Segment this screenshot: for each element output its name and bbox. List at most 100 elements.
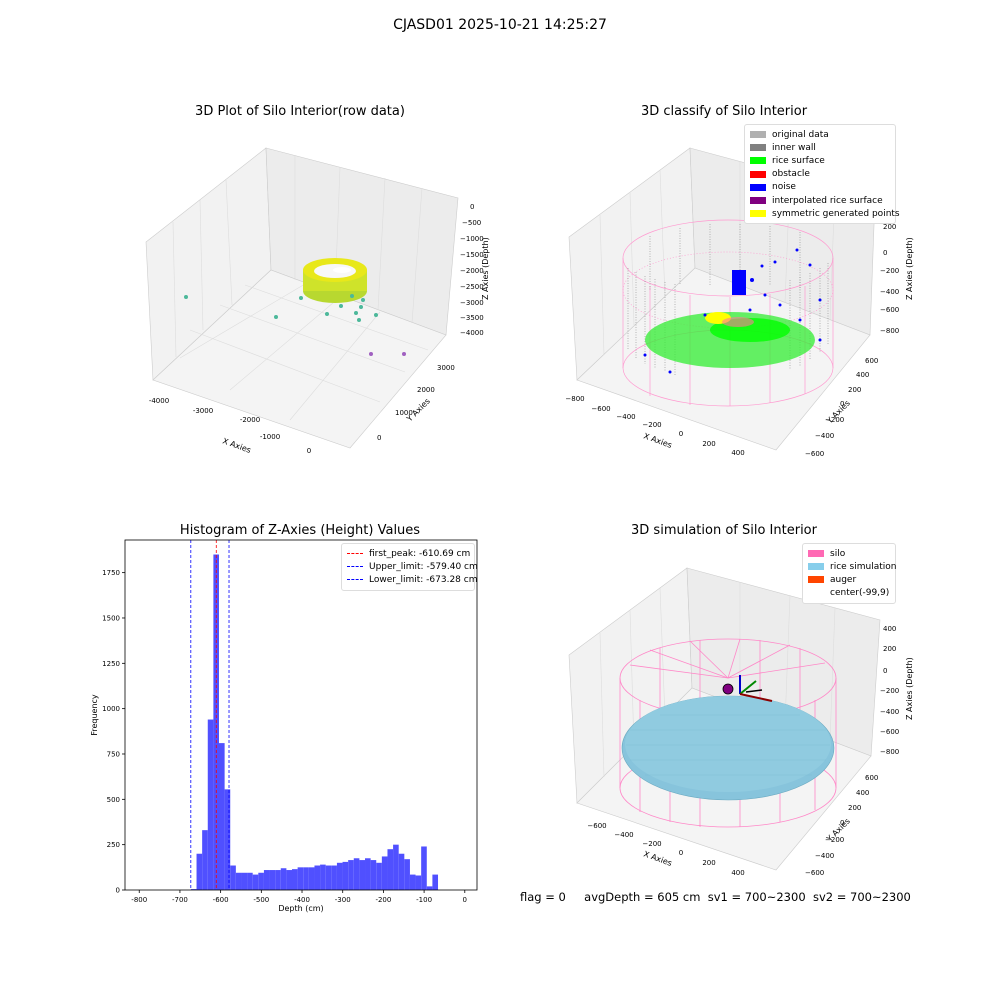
raw-z-label: Z Axies (Depth) [481, 237, 490, 300]
histogram-title: Histogram of Z-Axies (Height) Values [179, 523, 421, 538]
sim-x-tick: −600 [587, 822, 606, 830]
legend-swatch [750, 197, 766, 205]
raw-z-tick: −3000 [460, 299, 484, 307]
legend-item: inner wall [750, 141, 890, 154]
legend-label: auger [830, 574, 857, 585]
sim-y-tick: 600 [865, 774, 878, 782]
classify-y-tick: 200 [848, 386, 861, 394]
x-tick-label: -200 [375, 896, 391, 904]
histogram-bar [342, 861, 349, 890]
histogram-bar [426, 886, 433, 890]
legend-line [347, 553, 363, 555]
legend-item: first_peak: -610.69 cm [347, 547, 471, 560]
legend-label: center(-99,9) [830, 588, 890, 599]
legend-label: symmetric generated points [772, 208, 900, 219]
histogram-bar [325, 865, 332, 890]
histogram-bar [258, 872, 264, 890]
legend-label: noise [772, 182, 796, 193]
legend-label: original data [772, 129, 829, 140]
classify-y-tick: 600 [865, 357, 878, 365]
raw-x-tick: 0 [307, 447, 311, 455]
avg-depth-text: avgDepth = 605 cm [584, 890, 701, 904]
classify-x-tick: 200 [702, 440, 715, 448]
histogram-bar [275, 870, 281, 890]
x-tick-label: -600 [213, 896, 229, 904]
legend-item: silo [808, 547, 890, 560]
sv1-text: sv1 = 700~2300 [707, 890, 806, 904]
y-tick-label: 1000 [102, 705, 120, 713]
histogram-bar [320, 864, 326, 890]
sim-x-tick: −200 [642, 840, 661, 848]
classify-3d-plot: −800 −600 −400 −200 0 200 400 −600 −400 … [565, 147, 914, 458]
legend-item: rice simulation [808, 560, 896, 573]
histogram-bar [286, 870, 293, 890]
raw-x-tick: -1000 [260, 433, 280, 441]
classify-y-tick: −600 [805, 450, 824, 458]
classify-x-label: X Axies [642, 431, 673, 450]
histogram-bar [359, 860, 366, 890]
classify-z-tick: −200 [880, 267, 899, 275]
legend-item: symmetric generated points [750, 207, 900, 220]
histogram-chart: -800 -700 -600 -500 -400 -300 -200 -100 0 0 250 50… [90, 539, 478, 913]
y-tick-label: 500 [107, 796, 120, 804]
histogram-y-label: Frequency [90, 694, 99, 736]
sim-y-tick: 0 [840, 819, 844, 827]
sim-y-tick: 200 [848, 804, 861, 812]
x-tick-label: -300 [335, 896, 351, 904]
histogram-bar [393, 844, 399, 890]
raw-y-tick: 3000 [437, 364, 455, 372]
sim-z-tick: −200 [880, 687, 899, 695]
histogram-bar [381, 856, 388, 890]
legend-label: first_peak: -610.69 cm [369, 548, 471, 559]
raw-z-tick: 0 [470, 203, 474, 211]
classify-z-tick: 0 [883, 249, 887, 257]
raw-z-tick: −1000 [460, 235, 484, 243]
raw-z-tick: −3500 [460, 314, 484, 322]
histogram-bar [263, 870, 270, 890]
histogram-bar [415, 875, 422, 890]
classify-y-tick: −200 [825, 416, 844, 424]
y-tick-label: 0 [116, 887, 120, 895]
sim-y-tick: −400 [815, 852, 834, 860]
raw-x-tick: -3000 [193, 407, 213, 415]
legend-label: interpolated rice surface [772, 195, 883, 206]
status-footer: flag = 0 avgDepth = 605 cm sv1 = 700~230… [520, 890, 911, 904]
histogram-frame [124, 539, 478, 891]
legend-label: obstacle [772, 169, 810, 180]
legend-label: rice surface [772, 155, 825, 166]
legend-item: Lower_limit: -673.28 cm [347, 573, 477, 586]
histogram-bar [336, 862, 343, 890]
legend-item: noise [750, 181, 890, 194]
x-tick-label: -700 [172, 896, 188, 904]
x-tick-label: -500 [253, 896, 269, 904]
histogram-bar [421, 846, 427, 890]
histogram-bar [241, 872, 248, 890]
y-tick-label: 1750 [102, 569, 120, 577]
sim-y-tick: −200 [825, 836, 844, 844]
raw-z-tick: −500 [462, 219, 481, 227]
histogram-bar [370, 860, 377, 890]
legend-label: silo [830, 548, 846, 559]
legend-swatch [750, 170, 766, 178]
legend-item: obstacle [750, 168, 890, 181]
histogram-bar [235, 872, 242, 890]
sim-x-label: X Axies [642, 849, 673, 868]
histogram-bar [353, 858, 360, 890]
classify-x-tick: −200 [642, 421, 661, 429]
legend-label: Upper_limit: -579.40 cm [369, 561, 478, 572]
legend-item: auger [808, 573, 890, 586]
y-tick-label: 250 [107, 841, 120, 849]
histogram-x-label: Depth (cm) [278, 904, 323, 913]
sim-z-label: Z Axies (Depth) [905, 657, 914, 720]
sim-x-tick: 0 [679, 849, 683, 857]
raw-y-tick: 1000 [395, 409, 413, 417]
legend-swatch [750, 210, 766, 218]
histogram-bar [348, 860, 354, 890]
histogram-bar [269, 870, 276, 890]
legend-line [347, 579, 363, 581]
raw-z-tick: −2000 [460, 267, 484, 275]
classify-y-tick: 400 [856, 371, 869, 379]
sv2-text: sv2 = 700~2300 [812, 890, 911, 904]
histogram-bar [196, 853, 203, 890]
histogram-bar [219, 743, 225, 890]
